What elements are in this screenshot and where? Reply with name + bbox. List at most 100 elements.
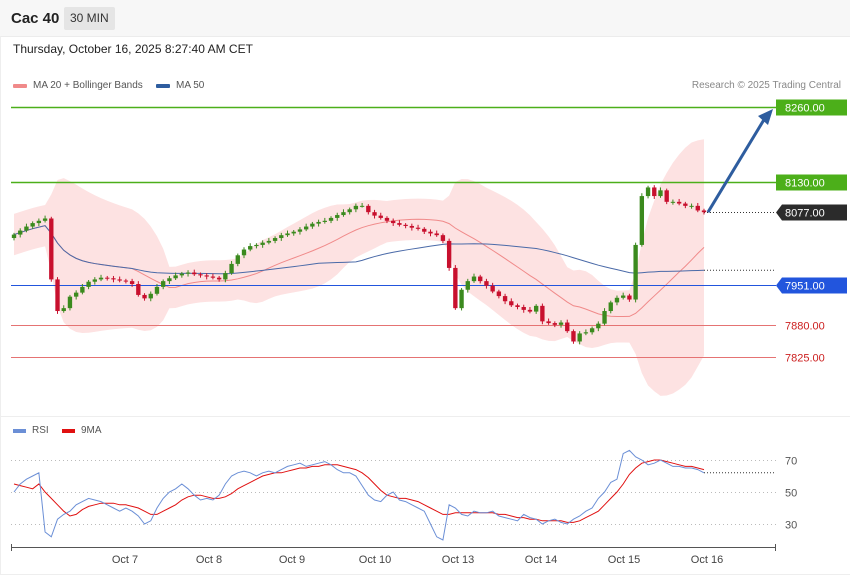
- candle-body: [484, 281, 489, 286]
- candle-body: [279, 235, 284, 239]
- candle-body: [80, 286, 85, 293]
- x-tick-label: Oct 13: [442, 554, 474, 566]
- candle-body: [98, 277, 104, 280]
- projection-arrow: [706, 117, 767, 213]
- candle-body: [161, 281, 166, 287]
- candle-body: [173, 275, 178, 279]
- candle-body: [129, 281, 135, 285]
- candle-body: [148, 293, 153, 299]
- candle-body: [689, 205, 694, 207]
- x-tick-label: Oct 10: [359, 554, 391, 566]
- candle-body: [645, 187, 651, 197]
- candle-body: [664, 190, 669, 202]
- candle-body: [117, 279, 122, 281]
- candle-body: [111, 278, 116, 280]
- candle-body: [515, 305, 520, 307]
- candle-body: [391, 220, 396, 224]
- candle-body: [335, 215, 340, 218]
- candle-body: [366, 205, 371, 213]
- candle-body: [658, 190, 663, 197]
- candle-body: [695, 205, 700, 211]
- candle-body: [73, 292, 79, 297]
- candle-body: [142, 294, 147, 299]
- legend-rsi: RSI: [13, 425, 49, 436]
- last-price-tag: [776, 204, 847, 221]
- candle-body: [471, 276, 477, 282]
- candle-body: [621, 295, 626, 298]
- x-tick-label: Oct 9: [279, 554, 305, 566]
- candle-body: [328, 217, 334, 221]
- candle-body: [415, 227, 421, 229]
- candle-body: [92, 279, 97, 282]
- candle-body: [67, 296, 73, 309]
- candle-body: [478, 276, 483, 282]
- candle-body: [229, 263, 234, 274]
- x-tick-label: Oct 7: [112, 554, 138, 566]
- candle-body: [428, 231, 433, 234]
- timeframe-button[interactable]: 30 MIN: [64, 7, 115, 30]
- resistance-label: 8260.00: [785, 103, 825, 115]
- candle-body: [583, 332, 589, 334]
- ma50-swatch: [156, 83, 170, 88]
- candle-body: [602, 311, 607, 324]
- candle-body: [347, 209, 352, 213]
- candle-body: [254, 244, 259, 247]
- candle-body: [676, 201, 682, 204]
- candle-body: [403, 224, 408, 226]
- legend-ma20: MA 20 + Bollinger Bands: [13, 80, 143, 91]
- resistance-tag: [776, 99, 847, 116]
- candle-body: [446, 240, 452, 268]
- candle-body: [683, 203, 688, 206]
- rsi-swatch: [13, 428, 26, 433]
- rsi-tick-label: 70: [785, 456, 797, 468]
- candle-body: [167, 278, 172, 282]
- candle-body: [440, 235, 446, 241]
- candle-body: [210, 276, 216, 278]
- candle-body: [614, 297, 620, 303]
- legend-rsi-label: RSI: [32, 425, 49, 436]
- pivot-label: 7951.00: [785, 281, 825, 293]
- symbol-title: Cac 40: [11, 10, 60, 27]
- candle-body: [235, 255, 240, 264]
- candle-body: [502, 296, 508, 302]
- candle-body: [185, 272, 191, 274]
- resistance-tag: [776, 174, 847, 191]
- candle-body: [223, 273, 228, 280]
- legend-ma20-label: MA 20 + Bollinger Bands: [33, 80, 143, 91]
- candle-body: [61, 308, 66, 312]
- candle-body: [521, 307, 526, 310]
- x-tick-label: Oct 16: [691, 554, 723, 566]
- candle-body: [105, 277, 110, 279]
- candle-body: [409, 225, 415, 228]
- candle-body: [701, 210, 707, 213]
- candle-body: [303, 226, 309, 230]
- candle-body: [533, 305, 539, 312]
- candle-body: [527, 309, 533, 312]
- candle-body: [322, 220, 327, 222]
- candle-body: [260, 242, 265, 245]
- candle-body: [577, 333, 582, 342]
- candle-body: [241, 249, 247, 256]
- rsi-ma-swatch: [62, 428, 75, 433]
- candle-body: [639, 196, 645, 245]
- candle-body: [558, 322, 564, 325]
- candle-body: [136, 284, 141, 295]
- candle-body: [204, 275, 209, 277]
- candle-body: [55, 279, 60, 312]
- candle-body: [248, 246, 253, 250]
- legend-rsi-ma: 9MA: [62, 425, 102, 436]
- last-price-label: 8077.00: [785, 208, 825, 220]
- candle-body: [30, 223, 35, 227]
- candle-body: [465, 281, 470, 290]
- rsi-ma-line: [13, 459, 705, 523]
- candle-body: [266, 240, 272, 243]
- candle-body: [297, 229, 303, 232]
- projection-arrowhead: [758, 109, 773, 125]
- candle-body: [272, 238, 278, 241]
- pivot-tag: [776, 277, 847, 294]
- candle-body: [422, 228, 427, 232]
- candle-body: [291, 231, 296, 234]
- candle-body: [341, 212, 346, 216]
- legend-rsi-ma-label: 9MA: [81, 425, 102, 436]
